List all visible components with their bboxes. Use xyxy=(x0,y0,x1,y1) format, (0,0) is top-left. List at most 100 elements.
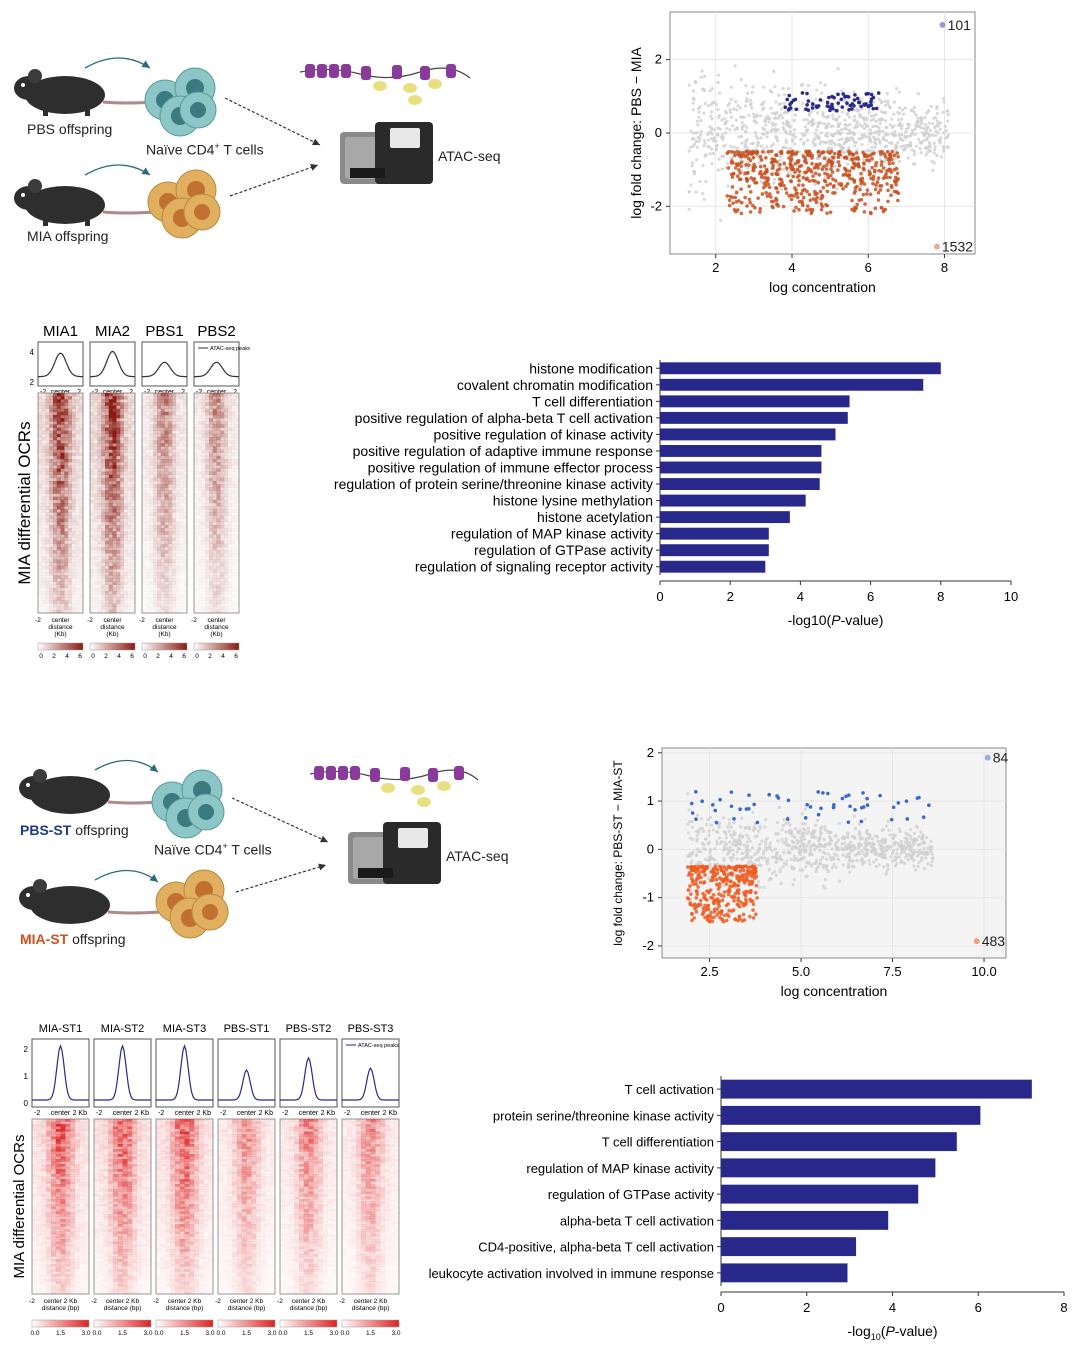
heatmap-cell xyxy=(142,440,146,444)
data-point-up xyxy=(785,97,790,102)
data-point-ns xyxy=(750,90,754,94)
heatmap-cell xyxy=(112,515,117,519)
data-point-ns xyxy=(784,138,788,142)
heatmap-cell xyxy=(64,537,69,541)
bar xyxy=(660,378,924,391)
heatmap-cell xyxy=(168,531,173,535)
atac-seq-label: ATAC-seq xyxy=(438,148,501,164)
heatmap-cell xyxy=(93,440,98,444)
heatmap-cell xyxy=(205,402,210,406)
data-point-down xyxy=(885,150,890,154)
heatmap-cell xyxy=(120,449,124,453)
heatmap-cell xyxy=(49,459,54,463)
heatmap-cell xyxy=(38,565,42,570)
heatmap-cell xyxy=(116,547,121,551)
profile-line xyxy=(194,361,239,378)
heatmap-cell xyxy=(38,587,42,592)
heatmap-cell xyxy=(142,610,146,613)
data-point-down xyxy=(828,210,833,215)
heatmap-cell xyxy=(101,594,106,598)
heatmap-cell xyxy=(153,503,158,507)
heatmap-cell xyxy=(49,565,54,570)
heatmap-cell xyxy=(108,440,113,444)
heatmap-cell xyxy=(183,553,188,557)
heatmap-cell xyxy=(53,562,57,567)
heatmap-cell xyxy=(64,543,69,548)
data-point-up xyxy=(874,106,879,111)
heatmap-cell xyxy=(53,496,57,501)
data-point-down xyxy=(758,164,763,169)
heatmap-cell xyxy=(157,512,161,516)
heatmap-cell xyxy=(75,440,80,444)
heatmap-cell xyxy=(68,418,72,422)
heatmap-cell xyxy=(194,424,198,428)
data-point-ns xyxy=(925,126,929,130)
heatmap-cell xyxy=(216,396,221,400)
heatmap-cell xyxy=(112,465,117,469)
heatmap-cell xyxy=(120,591,124,595)
heatmap-cell xyxy=(131,606,136,611)
heatmap-cell xyxy=(197,521,202,526)
bar xyxy=(660,395,850,408)
data-point-down xyxy=(756,196,760,200)
heatmap-cell xyxy=(197,578,202,582)
heatmap-cell xyxy=(49,437,54,441)
data-point-down xyxy=(783,186,788,191)
heatmap-cell xyxy=(209,490,213,494)
heatmap-cell xyxy=(194,587,198,592)
heatmap-cell xyxy=(105,496,109,501)
data-point-down xyxy=(810,153,815,158)
heatmap-cell xyxy=(53,537,57,541)
heatmap-cell xyxy=(41,591,46,595)
heatmap-cell xyxy=(101,465,106,469)
data-point-ns xyxy=(759,180,764,184)
data-point-ns xyxy=(712,128,716,132)
heatmap-cell xyxy=(101,427,106,431)
data-point-ns xyxy=(874,112,878,117)
data-point-up xyxy=(841,92,846,96)
heatmap-cell xyxy=(53,499,57,504)
heatmap-cell xyxy=(227,540,232,545)
heatmap-cell xyxy=(157,440,161,444)
heatmap-cell xyxy=(209,521,213,526)
heatmap-cell xyxy=(205,518,210,523)
heatmap-cell xyxy=(142,559,146,563)
data-point-ns xyxy=(855,107,859,111)
heatmap-cell xyxy=(179,562,184,567)
heatmap-cell xyxy=(112,565,117,570)
heatmap-cell xyxy=(212,547,217,551)
heatmap-cell xyxy=(232,575,236,578)
data-point-ns xyxy=(944,128,948,133)
heatmap-cell xyxy=(38,518,42,523)
heatmap-cell xyxy=(164,597,169,601)
heatmap-cell xyxy=(153,396,158,400)
heatmap-cell xyxy=(101,547,106,551)
heatmap-cell xyxy=(179,578,184,582)
heatmap-cell xyxy=(79,572,84,576)
heatmap-cell xyxy=(101,481,106,485)
heatmap-cell xyxy=(97,569,102,573)
data-point-down xyxy=(844,155,848,159)
data-point-down xyxy=(844,184,848,189)
heatmap-cell xyxy=(97,446,102,450)
heatmap-cell xyxy=(220,531,225,535)
heatmap-cell xyxy=(183,531,188,535)
data-point-ns xyxy=(902,112,906,116)
heatmap-cell xyxy=(212,556,217,560)
heatmap-cell xyxy=(79,534,84,538)
heatmap-cell xyxy=(209,584,213,589)
heatmap-cell xyxy=(164,534,169,538)
data-point-up xyxy=(853,93,857,97)
heatmap-cell xyxy=(235,418,240,422)
heatmap-cell xyxy=(131,421,136,425)
data-point-ns xyxy=(762,127,767,132)
heatmap-cell xyxy=(93,540,98,545)
heatmap-cell xyxy=(56,531,61,535)
heatmap-cell xyxy=(41,543,46,548)
heatmap-cell xyxy=(172,477,176,482)
data-point-ns xyxy=(748,98,753,102)
heatmap-cell xyxy=(172,556,176,560)
data-point-down xyxy=(781,204,786,209)
heatmap-cell xyxy=(123,481,128,485)
data-point-down xyxy=(792,209,796,213)
